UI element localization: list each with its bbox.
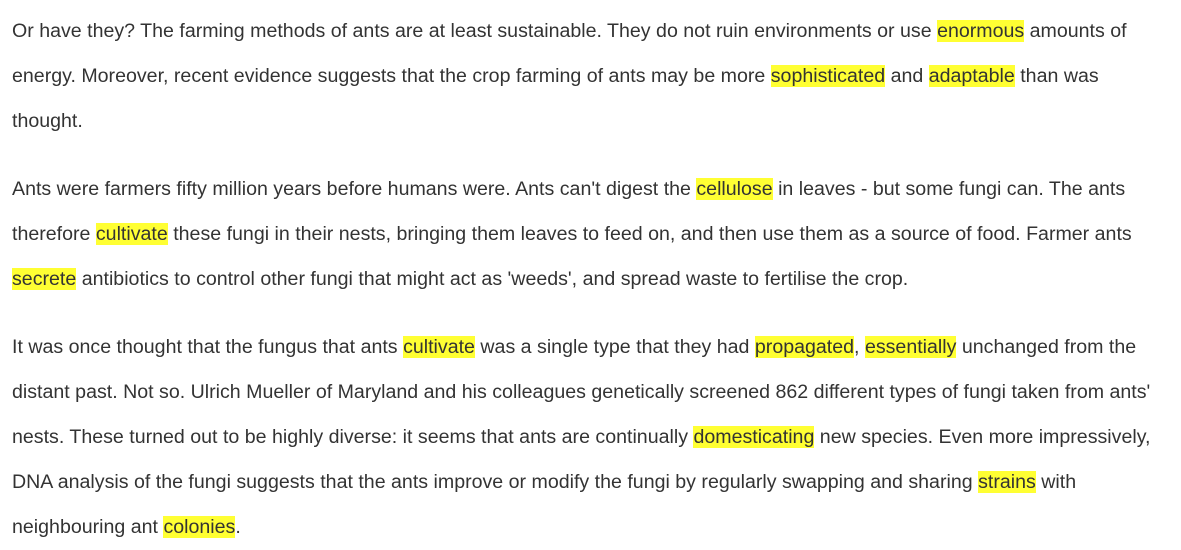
text-segment: antibiotics to control other fungi that … (76, 268, 909, 290)
highlighted-word: colonies (163, 516, 236, 538)
text-segment: . (235, 516, 241, 538)
highlighted-word: essentially (864, 336, 957, 358)
text-segment: unchanged from the distant past. Not so.… (12, 336, 1151, 448)
text-segment: Ants were farmers fifty million years be… (12, 178, 697, 200)
highlighted-word: cultivate (403, 336, 475, 358)
highlighted-word: adaptable (928, 65, 1015, 87)
text-segment: in leaves - but some fungi can. The ants… (12, 178, 1126, 245)
text-segment: and (885, 65, 929, 87)
text-segment: new species. Even more impressively, DNA… (12, 426, 1151, 493)
paragraph-1: Or have they? The farming methods of ant… (12, 9, 1172, 144)
highlighted-word: secrete (12, 268, 77, 290)
paragraph-3: It was once thought that the fungus that… (12, 325, 1172, 550)
highlighted-word: cultivate (95, 223, 168, 245)
highlighted-word: domesticating (693, 426, 815, 448)
highlighted-word: sophisticated (770, 65, 886, 87)
paragraph-2: Ants were farmers fifty million years be… (12, 167, 1172, 302)
text-segment: , (854, 336, 865, 358)
text-segment: these fungi in their nests, bringing the… (167, 223, 1132, 245)
text-segment: Or have they? The farming methods of ant… (12, 20, 938, 42)
text-segment: with neighbouring ant (12, 471, 1077, 538)
highlighted-word: propagated (754, 336, 855, 358)
text-segment: than was thought. (12, 65, 1099, 132)
text-segment: It was once thought that the fungus that… (12, 336, 404, 358)
text-segment: amounts of energy. Moreover, recent evid… (12, 20, 1127, 87)
highlighted-word: strains (978, 471, 1036, 493)
highlighted-word: cellulose (696, 178, 773, 200)
highlighted-word: enormous (937, 20, 1025, 42)
text-segment: was a single type that they had (474, 336, 755, 358)
